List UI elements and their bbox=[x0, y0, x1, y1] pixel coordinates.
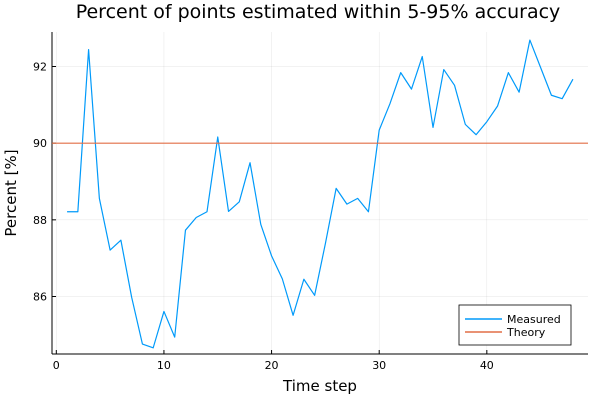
x-tick-label: 20 bbox=[265, 359, 279, 372]
x-tick-label: 10 bbox=[157, 359, 171, 372]
y-tick-label: 88 bbox=[33, 214, 47, 227]
y-tick-label: 86 bbox=[33, 291, 47, 304]
tick-labels: 0 10 20 30 40 86 88 90 92 bbox=[33, 61, 494, 373]
legend-box bbox=[458, 304, 572, 346]
y-axis-label: Percent [%] bbox=[2, 149, 20, 236]
x-axis-label: Time step bbox=[282, 377, 357, 395]
x-tick-label: 0 bbox=[53, 359, 60, 372]
axes bbox=[51, 32, 588, 355]
x-tick-label: 30 bbox=[372, 359, 386, 372]
y-tick-label: 92 bbox=[33, 61, 47, 74]
legend-label-theory: Theory bbox=[506, 326, 546, 339]
legend-label-measured: Measured bbox=[507, 313, 561, 326]
series-line-measured bbox=[67, 39, 574, 349]
chart-title: Percent of points estimated within 5-95%… bbox=[76, 1, 561, 23]
x-tick-label: 40 bbox=[480, 359, 494, 372]
legend: Measured Theory bbox=[458, 304, 572, 346]
y-tick-label: 90 bbox=[33, 137, 47, 150]
series bbox=[52, 39, 588, 349]
